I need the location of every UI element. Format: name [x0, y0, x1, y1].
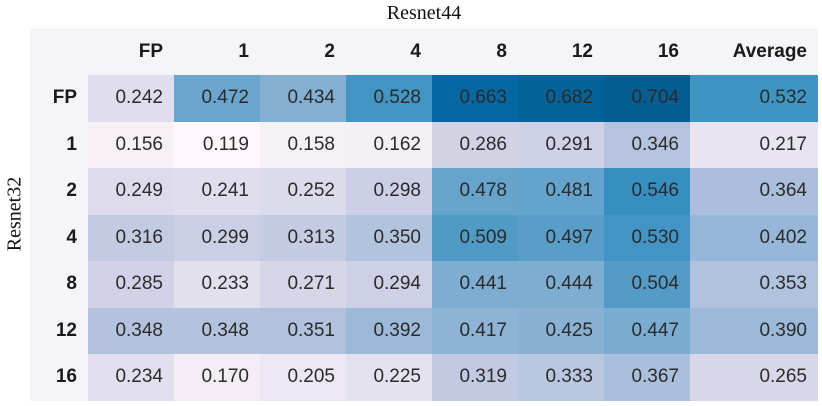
heatmap-body: FP 0.242 0.472 0.434 0.528 0.663 0.682 0.704 0.5…	[30, 75, 818, 401]
heatmap-cell: 0.348	[174, 307, 260, 354]
heatmap-cell: 0.447	[604, 307, 690, 354]
heatmap-row: 12 0.348 0.348 0.351 0.392 0.417 0.425 0.447 0.3…	[30, 307, 818, 354]
heatmap-cell: 0.350	[346, 214, 432, 261]
heatmap-cell: 0.319	[432, 354, 518, 401]
heatmap-cell: 0.299	[174, 214, 260, 261]
heatmap-table: FP 1 2 4 8 12 16 Average FP 0.242 0.472 0.434 0.528…	[30, 28, 818, 401]
heatmap-cell: 0.271	[260, 261, 346, 308]
heatmap-cell: 0.504	[604, 261, 690, 308]
heatmap-cell: 0.162	[346, 121, 432, 168]
row-header-12: 12	[30, 307, 88, 354]
heatmap-cell: 0.333	[518, 354, 604, 401]
heatmap-cell: 0.249	[88, 168, 174, 215]
column-header-8: 8	[432, 28, 518, 75]
heatmap-cell: 0.217	[690, 121, 818, 168]
heatmap-cell: 0.472	[174, 75, 260, 122]
heatmap-cell: 0.265	[690, 354, 818, 401]
heatmap-cell: 0.158	[260, 121, 346, 168]
heatmap-cell: 0.286	[432, 121, 518, 168]
heatmap-cell: 0.509	[432, 214, 518, 261]
heatmap-row: 1 0.156 0.119 0.158 0.162 0.286 0.291 0.346 0.21…	[30, 121, 818, 168]
heatmap-row: 8 0.285 0.233 0.271 0.294 0.441 0.444 0.504 0.35…	[30, 261, 818, 308]
heatmap-cell: 0.313	[260, 214, 346, 261]
heatmap-cell: 0.530	[604, 214, 690, 261]
heatmap-header: FP 1 2 4 8 12 16 Average	[30, 28, 818, 75]
column-header-average: Average	[690, 28, 818, 75]
corner-cell	[30, 28, 88, 75]
heatmap-cell: 0.682	[518, 75, 604, 122]
column-header-fp: FP	[88, 28, 174, 75]
heatmap-cell: 0.156	[88, 121, 174, 168]
heatmap-cell: 0.241	[174, 168, 260, 215]
heatmap-cell: 0.481	[518, 168, 604, 215]
heatmap-cell: 0.316	[88, 214, 174, 261]
column-header-4: 4	[346, 28, 432, 75]
heatmap-cell: 0.233	[174, 261, 260, 308]
heatmap-cell: 0.205	[260, 354, 346, 401]
heatmap-row: 2 0.249 0.241 0.252 0.298 0.478 0.481 0.546 0.36…	[30, 168, 818, 215]
heatmap-cell: 0.252	[260, 168, 346, 215]
heatmap-cell: 0.425	[518, 307, 604, 354]
column-header-2: 2	[260, 28, 346, 75]
row-header-16: 16	[30, 354, 88, 401]
heatmap-cell: 0.417	[432, 307, 518, 354]
heatmap-cell: 0.367	[604, 354, 690, 401]
y-axis-label: Resnet32	[3, 176, 26, 252]
heatmap-cell: 0.351	[260, 307, 346, 354]
heatmap-cell: 0.528	[346, 75, 432, 122]
heatmap-cell: 0.119	[174, 121, 260, 168]
row-header-4: 4	[30, 214, 88, 261]
heatmap-cell: 0.234	[88, 354, 174, 401]
heatmap-cell: 0.364	[690, 168, 818, 215]
heatmap-cell: 0.353	[690, 261, 818, 308]
heatmap-cell: 0.532	[690, 75, 818, 122]
heatmap-cell: 0.402	[690, 214, 818, 261]
row-header-1: 1	[30, 121, 88, 168]
row-header-8: 8	[30, 261, 88, 308]
heatmap-cell: 0.294	[346, 261, 432, 308]
heatmap-cell: 0.441	[432, 261, 518, 308]
row-header-fp: FP	[30, 75, 88, 122]
column-header-12: 12	[518, 28, 604, 75]
heatmap-cell: 0.285	[88, 261, 174, 308]
heatmap-cell: 0.348	[88, 307, 174, 354]
header-row: FP 1 2 4 8 12 16 Average	[30, 28, 818, 75]
heatmap-row: FP 0.242 0.472 0.434 0.528 0.663 0.682 0.704 0.5…	[30, 75, 818, 122]
heatmap-cell: 0.546	[604, 168, 690, 215]
column-header-16: 16	[604, 28, 690, 75]
heatmap-cell: 0.704	[604, 75, 690, 122]
heatmap-cell: 0.434	[260, 75, 346, 122]
heatmap-cell: 0.478	[432, 168, 518, 215]
heatmap-cell: 0.242	[88, 75, 174, 122]
row-header-2: 2	[30, 168, 88, 215]
chart-title: Resnet44	[386, 2, 462, 24]
heatmap-cell: 0.291	[518, 121, 604, 168]
heatmap-cell: 0.346	[604, 121, 690, 168]
column-header-1: 1	[174, 28, 260, 75]
heatmap-cell: 0.225	[346, 354, 432, 401]
heatmap-cell: 0.497	[518, 214, 604, 261]
heatmap-cell: 0.663	[432, 75, 518, 122]
heatmap-cell: 0.298	[346, 168, 432, 215]
heatmap-cell: 0.444	[518, 261, 604, 308]
heatmap-cell: 0.390	[690, 307, 818, 354]
heatmap-row: 16 0.234 0.170 0.205 0.225 0.319 0.333 0.367 0.2…	[30, 354, 818, 401]
heatmap-cell: 0.392	[346, 307, 432, 354]
heatmap-cell: 0.170	[174, 354, 260, 401]
heatmap-row: 4 0.316 0.299 0.313 0.350 0.509 0.497 0.530 0.40…	[30, 214, 818, 261]
